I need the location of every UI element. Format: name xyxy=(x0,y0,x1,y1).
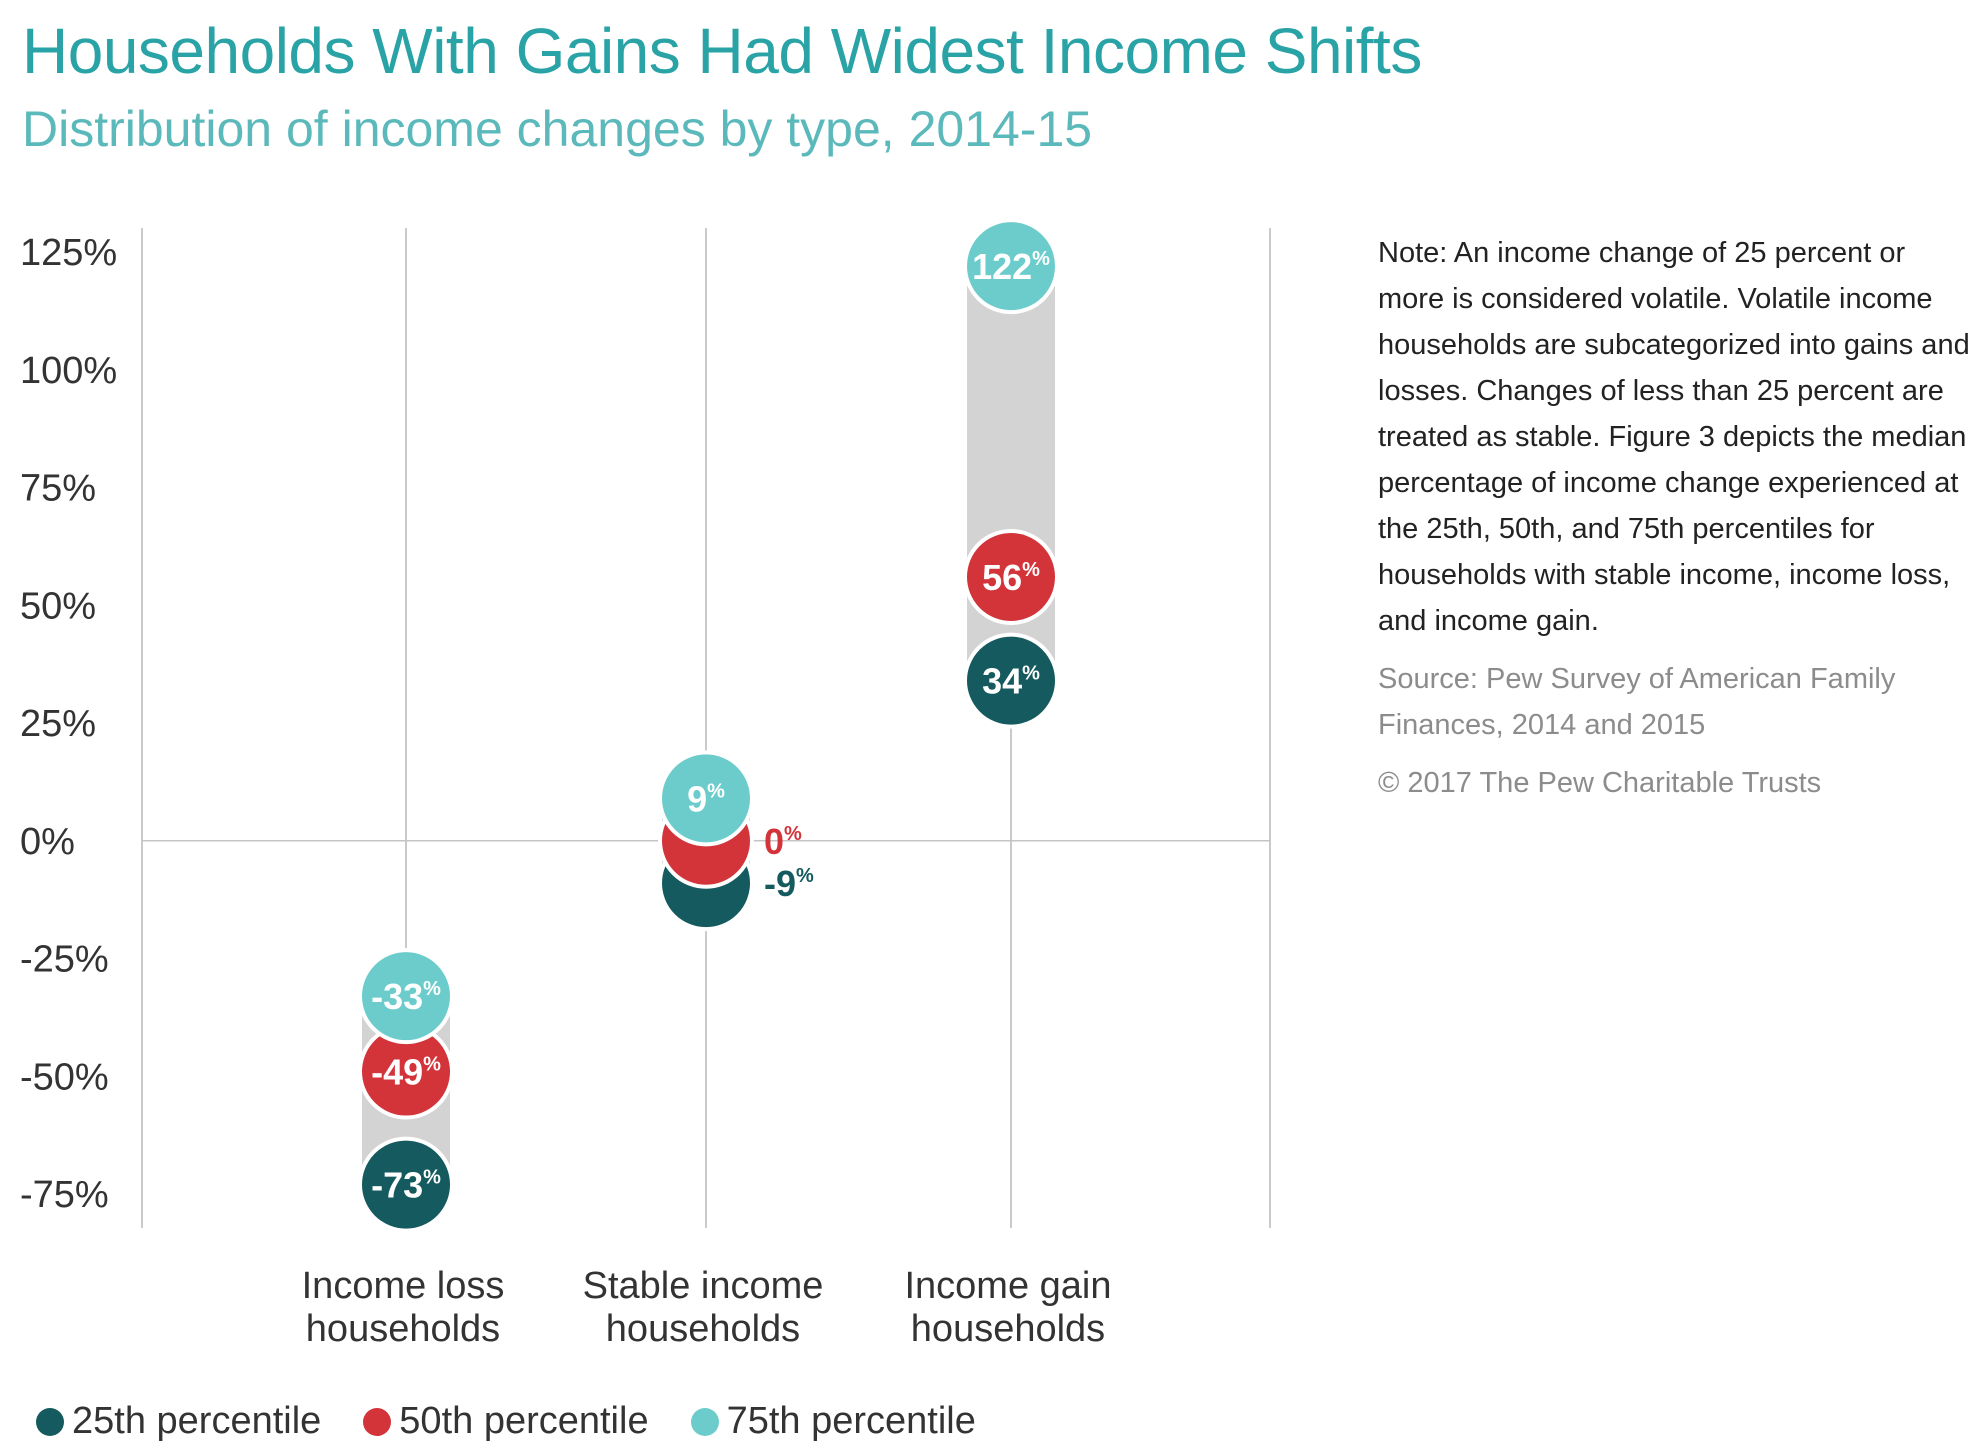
data-label: -49% xyxy=(371,1052,441,1093)
legend-item-50th: 50th percentile xyxy=(363,1400,649,1443)
data-label: 34% xyxy=(982,661,1040,702)
legend-dot-25th-icon xyxy=(36,1407,64,1436)
x-category-label: households xyxy=(606,1308,800,1350)
data-label: -73% xyxy=(371,1165,441,1206)
legend-item-75th: 75th percentile xyxy=(690,1400,976,1443)
y-tick-label: -75% xyxy=(20,1174,109,1216)
marker-p25 xyxy=(358,1136,454,1233)
marker-p25 xyxy=(963,632,1059,729)
marker-p75 xyxy=(658,750,754,847)
y-tick-label: 50% xyxy=(20,585,96,627)
source-text: Source: Pew Survey of American Family Fi… xyxy=(1378,663,1896,741)
data-label: 9% xyxy=(687,778,725,819)
y-tick-label: 100% xyxy=(20,350,117,392)
data-label: 0% xyxy=(764,821,802,862)
marker-p75 xyxy=(963,218,1059,315)
grid-layer xyxy=(141,228,1271,1228)
x-category-label: Stable income xyxy=(583,1265,824,1307)
legend-item-25th: 25th percentile xyxy=(36,1400,321,1443)
legend-dot-50th-icon xyxy=(363,1407,392,1436)
x-category-label: households xyxy=(306,1308,500,1350)
data-label: -9% xyxy=(764,863,814,904)
data-label: -33% xyxy=(371,976,441,1017)
marker-p50 xyxy=(963,528,1059,625)
x-category-label: Income loss xyxy=(302,1265,505,1307)
data-label: 56% xyxy=(982,557,1040,598)
marker-p75 xyxy=(358,948,454,1045)
percentile-markers: -73% -49% -33% -9%0% 9% 34% 56% 122% xyxy=(358,218,1059,1233)
y-tick-label: 125% xyxy=(20,232,117,274)
legend-dot-75th-icon xyxy=(690,1407,719,1436)
range-bands xyxy=(362,266,1055,1185)
y-tick-label: 0% xyxy=(20,821,75,863)
income-change-chart: 125% 100% 75% 50% 25% 0% -25% -50% -75% -73% -49%… xyxy=(20,218,1271,1350)
y-tick-label: 75% xyxy=(20,468,96,510)
y-tick-label: -25% xyxy=(20,939,109,981)
chart-title: Households With Gains Had Widest Income … xyxy=(22,15,1422,87)
legend: 25th percentile 50th percentile 75th per… xyxy=(36,1400,976,1443)
legend-label-75th: 75th percentile xyxy=(726,1400,976,1442)
x-category-label: households xyxy=(911,1308,1105,1350)
chart-subtitle: Distribution of income changes by type, … xyxy=(22,101,1093,157)
legend-label-50th: 50th percentile xyxy=(399,1400,649,1442)
y-axis: 125% 100% 75% 50% 25% 0% -25% -50% -75% xyxy=(20,232,117,1216)
note-text: Note: An income change of 25 percent or … xyxy=(1378,237,1970,637)
y-tick-label: 25% xyxy=(20,703,96,745)
copyright-text: © 2017 The Pew Charitable Trusts xyxy=(1378,767,1822,799)
legend-label-25th: 25th percentile xyxy=(72,1400,322,1442)
y-tick-label: -50% xyxy=(20,1056,109,1098)
note-panel: Note: An income change of 25 percent or … xyxy=(1378,230,1978,806)
data-label: 122% xyxy=(972,246,1050,287)
x-category-label: Income gain xyxy=(904,1265,1111,1307)
